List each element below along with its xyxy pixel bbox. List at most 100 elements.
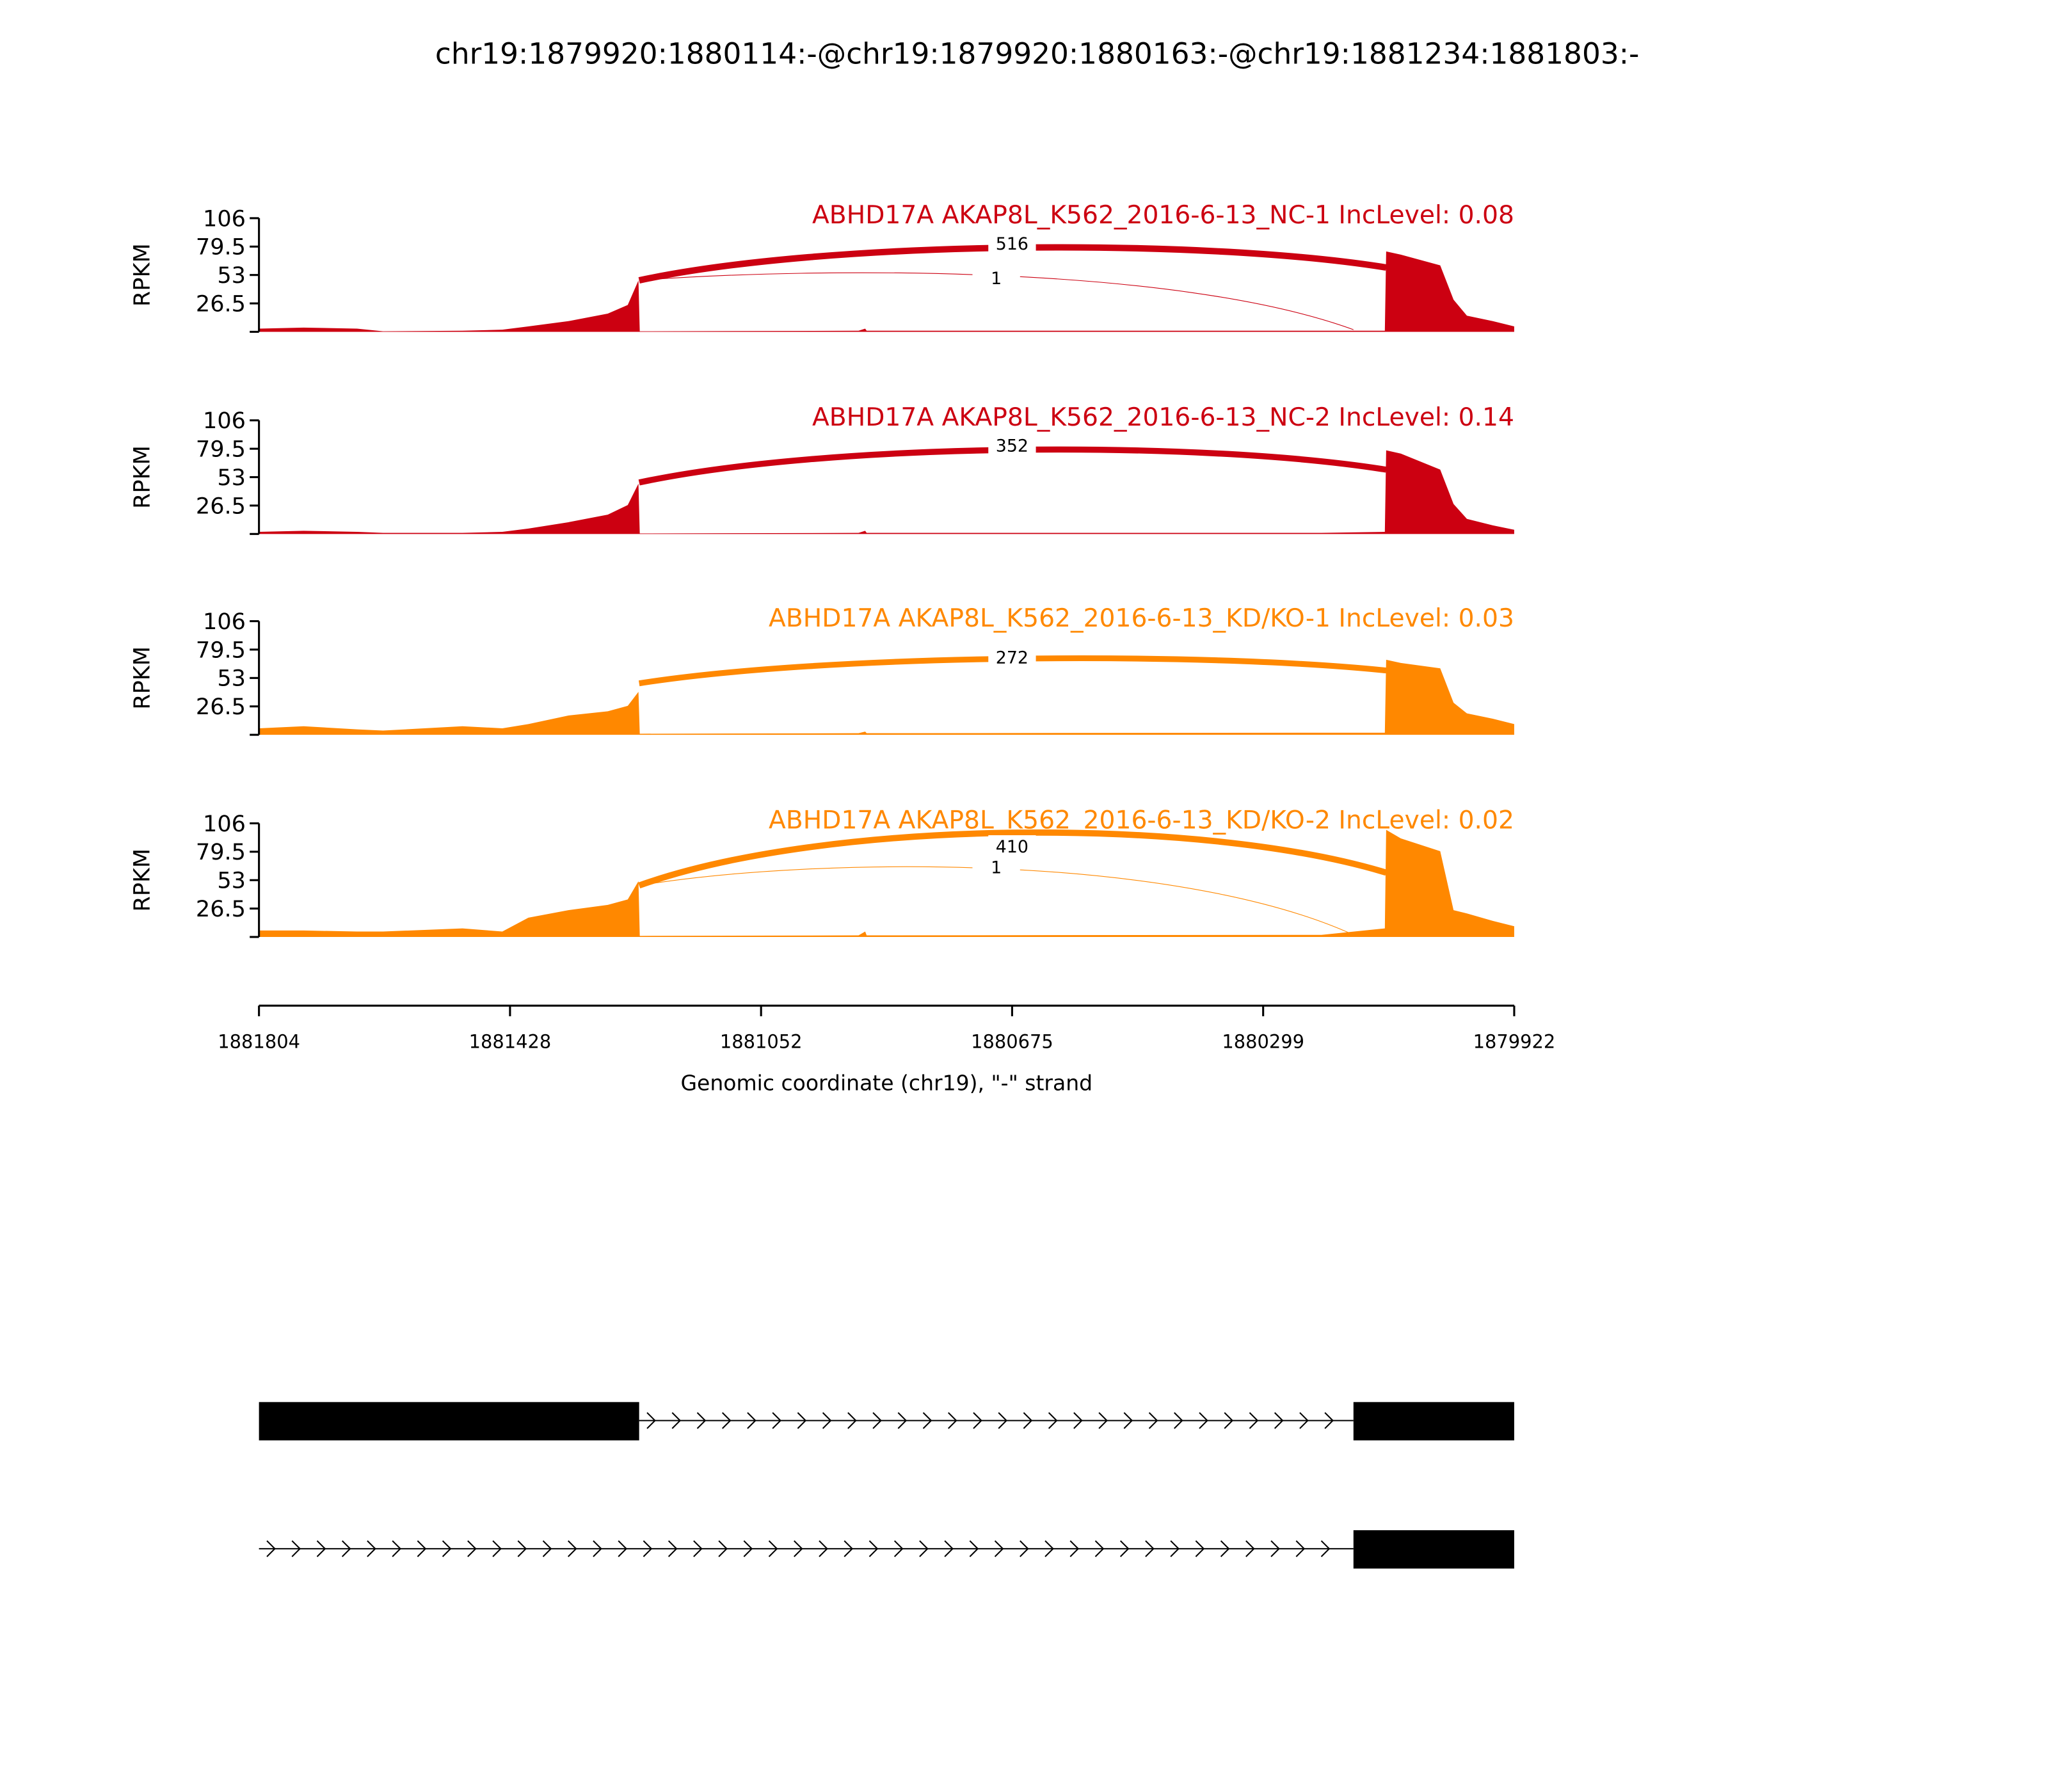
strand-arrow-icon (693, 1540, 703, 1557)
strand-arrow-icon (367, 1540, 376, 1557)
x-tick-label: 1881052 (720, 1030, 803, 1052)
strand-arrow-icon (1220, 1540, 1230, 1557)
strand-arrow-icon (922, 1412, 932, 1429)
strand-arrow-icon (1145, 1540, 1155, 1557)
strand-arrow-icon (1270, 1540, 1280, 1557)
x-tick-label: 1881428 (469, 1030, 552, 1052)
junction-label-bg (988, 835, 1036, 857)
strand-arrow-icon (442, 1540, 452, 1557)
strand-arrow-icon (467, 1540, 477, 1557)
strand-arrow-icon (893, 1540, 904, 1557)
y-axis-label: RPKM (129, 243, 155, 307)
strand-arrow-icon (1195, 1540, 1205, 1557)
y-tick-label: 53 (217, 262, 246, 289)
coverage-area (259, 450, 1514, 534)
strand-arrow-icon (721, 1412, 732, 1429)
y-axis-label: RPKM (129, 445, 155, 509)
coverage-area (259, 251, 1514, 332)
exon-block (259, 1402, 639, 1441)
y-tick-label: 53 (217, 465, 246, 491)
strand-arrow-icon (341, 1540, 351, 1557)
sample-title: ABHD17A AKAP8L_K562_2016-6-13_NC-1 IncLe… (812, 201, 1514, 230)
strand-arrow-icon (1174, 1412, 1183, 1429)
strand-arrow-icon (568, 1540, 577, 1557)
y-tick-label: 26.5 (196, 896, 246, 922)
strand-arrow-icon (872, 1412, 882, 1429)
strand-arrow-icon (1295, 1540, 1306, 1557)
strand-arrow-icon (718, 1540, 728, 1557)
exon-block (1353, 1402, 1514, 1441)
x-axis: 1881804 1881428 1881052 1880675 1880299 18799… (218, 1004, 1556, 1052)
strand-arrow-icon (316, 1540, 326, 1557)
strand-arrow-icon (1048, 1412, 1058, 1429)
exon-block (1353, 1530, 1514, 1569)
strand-arrow-icon (1148, 1412, 1158, 1429)
strand-arrow-icon (1324, 1412, 1334, 1429)
strand-arrow-icon (671, 1412, 682, 1429)
strand-arrow-icon (1020, 1540, 1029, 1557)
y-tick-label: 53 (217, 666, 246, 692)
x-tick-label: 1879922 (1473, 1030, 1556, 1052)
strand-arrow-icon (973, 1412, 982, 1429)
sample-title: ABHD17A AKAP8L_K562_2016-6-13_NC-2 IncLe… (812, 403, 1514, 432)
y-tick-label: 79.5 (196, 436, 246, 463)
strand-arrow-icon (1224, 1412, 1234, 1429)
x-tick-label: 1880675 (971, 1030, 1053, 1052)
strand-arrow-icon (747, 1412, 756, 1429)
y-tick-label: 26.5 (196, 291, 246, 317)
junction-label-bg (988, 232, 1036, 254)
junction-count-label: 1 (991, 269, 1002, 289)
strand-arrow-icon (822, 1412, 832, 1429)
strand-arrow-icon (492, 1540, 502, 1557)
strand-arrow-icon (1044, 1540, 1054, 1557)
junction-count-label: 410 (996, 837, 1028, 857)
chart-title: chr19:1879920:1880114:-@chr19:1879920:18… (435, 36, 1640, 70)
strand-arrow-icon (743, 1540, 753, 1557)
junction-arc (638, 829, 1388, 889)
strand-arrow-icon (847, 1412, 857, 1429)
strand-arrow-icon (1023, 1412, 1033, 1429)
strand-arrow-icon (998, 1412, 1008, 1429)
y-tick-label: 26.5 (196, 493, 246, 519)
strand-arrow-icon (1245, 1540, 1255, 1557)
junction-count-label: 1 (991, 858, 1002, 878)
strand-arrow-icon (1170, 1540, 1180, 1557)
y-axis-label: RPKM (129, 849, 155, 912)
strand-arrow-icon (517, 1540, 527, 1557)
coverage-area (259, 829, 1514, 937)
strand-arrow-icon (844, 1540, 854, 1557)
strand-arrow-icon (1094, 1540, 1105, 1557)
strand-arrow-icon (1098, 1412, 1108, 1429)
strand-arrow-icon (1123, 1412, 1133, 1429)
x-tick-label: 1880299 (1222, 1030, 1304, 1052)
sample-title: ABHD17A AKAP8L_K562_2016-6-13_KD/KO-1 In… (769, 604, 1514, 633)
junction-label-bg (972, 267, 1020, 289)
strand-arrow-icon (266, 1540, 276, 1557)
strand-arrow-icon (417, 1540, 427, 1557)
strand-arrow-icon (819, 1540, 828, 1557)
strand-arrow-icon (1299, 1412, 1309, 1429)
strand-arrow-icon (944, 1540, 954, 1557)
strand-arrow-icon (643, 1540, 653, 1557)
x-axis-label: Genomic coordinate (chr19), "-" strand (680, 1070, 1092, 1095)
y-tick-label: 106 (203, 811, 246, 837)
sample-title: ABHD17A AKAP8L_K562_2016-6-13_KD/KO-2 In… (769, 806, 1514, 835)
strand-arrow-icon (696, 1412, 707, 1429)
strand-arrow-icon (1274, 1412, 1284, 1429)
strand-arrow-icon (291, 1540, 301, 1557)
strand-arrow-icon (797, 1412, 807, 1429)
y-tick-label: 79.5 (196, 839, 246, 865)
junction-label-bg (972, 856, 1020, 877)
strand-arrow-icon (919, 1540, 929, 1557)
gene-models (259, 1402, 1514, 1569)
strand-arrow-icon (542, 1540, 552, 1557)
strand-arrow-icon (1249, 1412, 1259, 1429)
y-tick-label: 106 (203, 205, 246, 232)
junction-count-label: 516 (996, 234, 1028, 254)
strand-arrow-icon (969, 1540, 979, 1557)
